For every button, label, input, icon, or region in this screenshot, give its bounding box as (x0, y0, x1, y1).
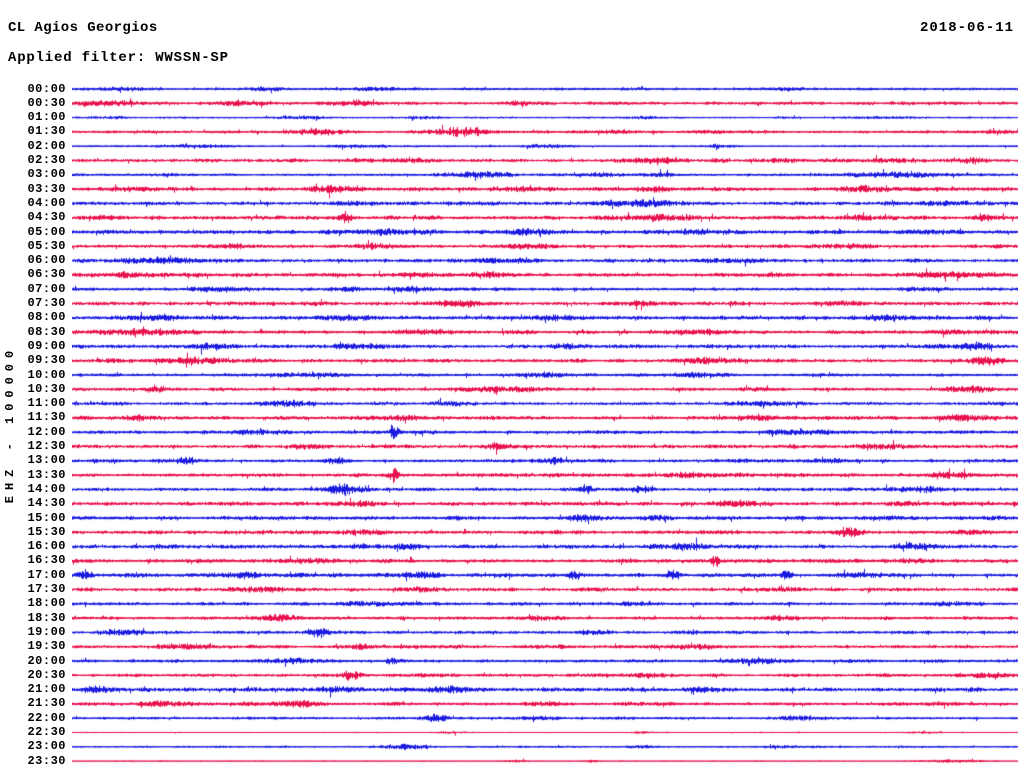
trace-time-label: 09:00 (27, 338, 66, 353)
trace-time-label: 23:00 (27, 739, 66, 754)
seismogram-canvas (72, 80, 1018, 770)
trace-time-label: 21:30 (27, 696, 66, 711)
trace-time-label: 06:30 (27, 267, 66, 282)
trace-time-label: 07:30 (27, 296, 66, 310)
trace-time-label: 18:00 (27, 596, 66, 611)
trace-time-label: 13:00 (27, 453, 66, 468)
trace-time-label: 01:00 (27, 110, 66, 125)
trace-time-label: 00:30 (27, 95, 66, 110)
trace-time-label: 17:00 (27, 567, 66, 582)
trace-time-label: 10:00 (27, 367, 66, 382)
trace-time-label: 23:30 (27, 753, 66, 768)
trace-time-label: 20:30 (27, 667, 66, 682)
trace-time-label: 03:30 (27, 181, 66, 196)
trace-time-label: 14:30 (27, 496, 66, 511)
trace-time-label: 16:30 (27, 553, 66, 568)
trace-time-label: 22:00 (27, 710, 66, 725)
trace-time-label: 06:00 (27, 253, 66, 268)
trace-time-label: 05:30 (27, 238, 66, 253)
trace-time-label: 15:00 (27, 510, 66, 525)
trace-time-label: 22:30 (27, 725, 66, 739)
trace-time-label: 08:30 (27, 324, 66, 339)
plot-date: 2018-06-11 (919, 20, 1014, 36)
trace-time-label: 12:00 (27, 424, 66, 439)
trace-time-label: 02:30 (27, 153, 66, 167)
trace-time-label: 21:00 (27, 682, 66, 697)
trace-time-label: 11:00 (27, 396, 66, 411)
trace-time-label: 13:30 (27, 467, 66, 482)
trace-time-label: 14:00 (27, 481, 66, 496)
trace-time-label: 19:30 (27, 639, 66, 654)
trace-time-label: 10:30 (27, 381, 66, 396)
trace-time-label: 16:00 (27, 539, 66, 554)
trace-time-label: 15:30 (27, 524, 66, 539)
trace-time-label: 18:30 (27, 610, 66, 625)
trace-time-label: 01:30 (27, 124, 66, 139)
trace-time-label: 19:00 (27, 624, 66, 639)
trace-time-label: 12:30 (27, 439, 66, 453)
time-labels-column: 00:00 00:30 01:00 01:30 02:00 02:30 03:00 03:30… (0, 0, 66, 780)
trace-time-label: 04:00 (27, 195, 66, 210)
trace-time-label: 07:00 (27, 281, 66, 296)
trace-time-label: 04:30 (27, 210, 66, 225)
trace-time-label: 05:00 (27, 224, 66, 239)
applied-filter-label: Applied filter: WWSSN-SP (8, 50, 229, 66)
trace-time-label: 17:30 (27, 582, 66, 596)
trace-time-label: 11:30 (27, 410, 66, 425)
trace-time-label: 08:00 (27, 310, 66, 325)
station-title: CL Agios Georgios (8, 20, 158, 36)
trace-time-label: 02:00 (27, 138, 66, 153)
trace-time-label: 20:00 (27, 653, 66, 668)
trace-time-label: 00:00 (27, 81, 66, 96)
trace-time-label: 03:00 (27, 167, 66, 182)
trace-time-label: 09:30 (27, 353, 66, 368)
